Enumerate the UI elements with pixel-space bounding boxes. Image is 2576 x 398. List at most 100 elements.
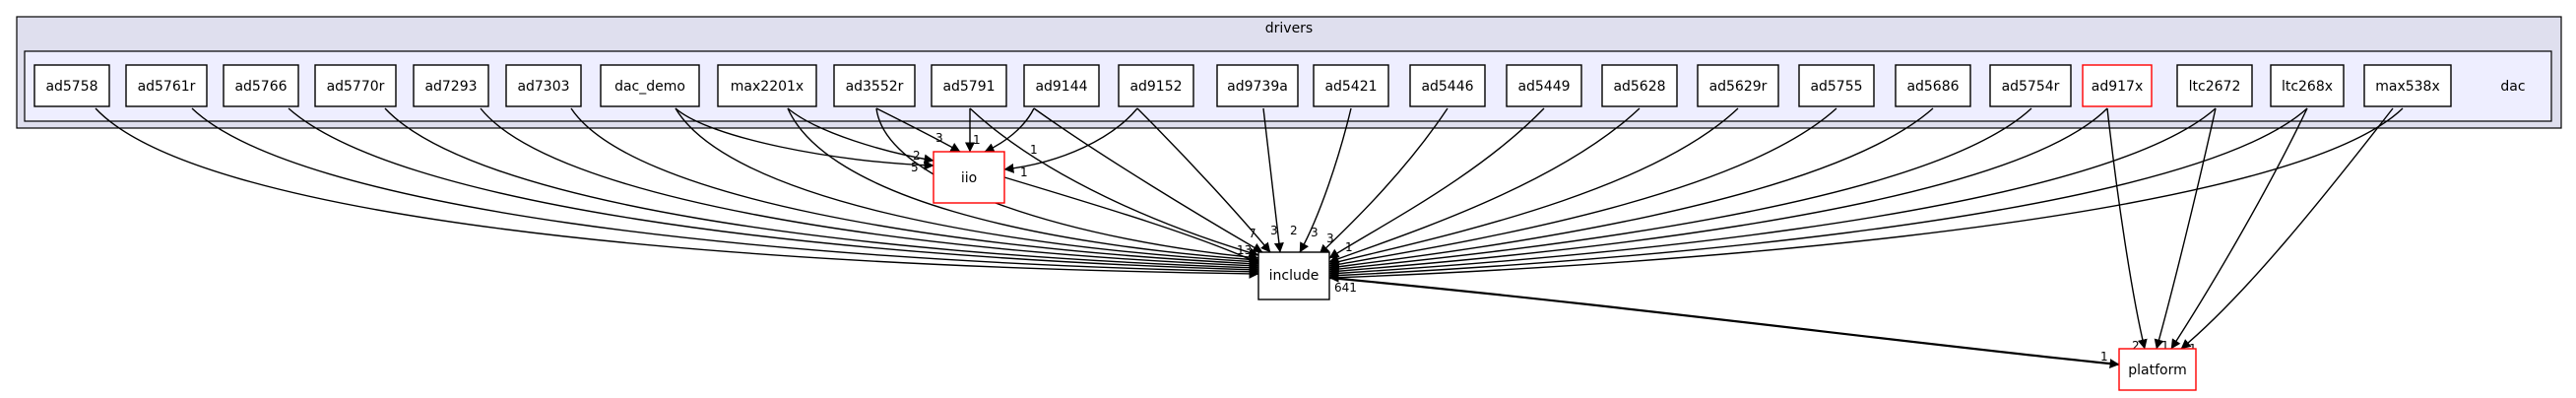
node-ad5686[interactable]: ad5686 xyxy=(1895,64,1971,107)
edge-ad5421-include xyxy=(1299,107,1352,253)
node-dac_demo[interactable]: dac_demo xyxy=(600,64,700,107)
edge-max538x-platform xyxy=(2180,107,2394,350)
edge-ltc268x-include xyxy=(1328,107,2308,281)
edge-label-dac_demo-iio: 5 xyxy=(911,161,919,174)
cluster-drivers-label: drivers xyxy=(1265,21,1313,36)
edge-ad5770r-include xyxy=(384,107,1259,273)
edge-label-ad9144-iio: 1 xyxy=(1030,143,1038,157)
node-label-ad5754r: ad5754r xyxy=(2002,79,2060,95)
edge-label-ad9739a-include: 2 xyxy=(1290,224,1298,237)
node-label-ad5446: ad5446 xyxy=(1421,79,1473,95)
edge-max2201x-include xyxy=(787,107,1259,265)
edge-ad5755-include xyxy=(1328,107,1837,270)
edge-ltc2672-platform xyxy=(2154,107,2217,350)
edge-ltc2672-include xyxy=(1328,107,2217,279)
edge-label-ad917x-platform: 2 xyxy=(2132,339,2140,353)
node-ad7303[interactable]: ad7303 xyxy=(505,64,582,107)
edge-dac_demo-iio xyxy=(675,107,934,170)
node-label-include: include xyxy=(1269,268,1320,284)
node-ad5791[interactable]: ad5791 xyxy=(931,64,1007,107)
node-label-ad5766: ad5766 xyxy=(234,79,287,95)
node-label-platform: platform xyxy=(2128,363,2187,378)
node-include[interactable]: include xyxy=(1257,251,1330,300)
edge-ad5629r-include xyxy=(1328,107,1739,267)
node-ad917x[interactable]: ad917x xyxy=(2082,64,2153,107)
node-label-ad7293: ad7293 xyxy=(424,79,477,95)
edge-label-include-platform-tail: 641 xyxy=(1334,281,1357,295)
node-platform[interactable]: platform xyxy=(2118,348,2197,391)
edge-ad5686-include xyxy=(1328,107,1934,272)
nodes: ad5758 ad5761r ad5766 ad5770r ad7293 ad7… xyxy=(33,64,2452,391)
node-ad5629r[interactable]: ad5629r xyxy=(1697,64,1779,107)
edge-label-ad9144-include: 7 xyxy=(1249,227,1256,240)
edge-ad9144-include xyxy=(1033,107,1263,253)
node-label-ad5449: ad5449 xyxy=(1517,79,1570,95)
edge-ltc268x-platform xyxy=(2170,107,2308,350)
node-ad5449[interactable]: ad5449 xyxy=(1506,64,1582,107)
node-label-max538x: max538x xyxy=(2375,79,2440,95)
node-ltc2672[interactable]: ltc2672 xyxy=(2176,64,2253,107)
edge-ad5449-include xyxy=(1328,107,1545,259)
edge-ad5761r-include xyxy=(191,107,1259,277)
edge-include-platform xyxy=(1328,276,2120,369)
edge-ad5754r-include xyxy=(1328,107,2032,274)
node-label-ad7303: ad7303 xyxy=(517,79,569,95)
node-ad9152[interactable]: ad9152 xyxy=(1118,64,1194,107)
edge-ad3552r-include xyxy=(875,107,1259,263)
node-ad5628[interactable]: ad5628 xyxy=(1601,64,1678,107)
edge-ad5758-include xyxy=(95,107,1259,279)
node-ad5758[interactable]: ad5758 xyxy=(33,64,110,107)
edge-label-left-include: 13 xyxy=(1237,243,1252,257)
edge-max538x-include xyxy=(1328,107,2404,283)
edge-label-ad5449-include: 1 xyxy=(1345,240,1353,254)
edge-label-ad5446-include: 3 xyxy=(1326,232,1334,245)
node-ad5766[interactable]: ad5766 xyxy=(223,64,299,107)
node-ad3552r[interactable]: ad3552r xyxy=(833,64,916,107)
edge-ad7303-include xyxy=(570,107,1259,269)
node-max538x[interactable]: max538x xyxy=(2363,64,2452,107)
edge-label-ad9152-iio: 1 xyxy=(1020,166,1028,179)
edge-ad5628-include xyxy=(1328,107,1641,264)
edge-max2201x-iio xyxy=(787,107,934,165)
node-label-ad5421: ad5421 xyxy=(1324,79,1377,95)
node-ad5421[interactable]: ad5421 xyxy=(1313,64,1389,107)
node-label-ad3552r: ad3552r xyxy=(846,79,904,95)
node-ad5761r[interactable]: ad5761r xyxy=(125,64,208,107)
edge-ad9152-iio xyxy=(1003,107,1138,173)
node-label-ad5628: ad5628 xyxy=(1613,79,1665,95)
node-label-ltc268x: ltc268x xyxy=(2282,79,2333,95)
node-ad5755[interactable]: ad5755 xyxy=(1798,64,1875,107)
node-ltc268x[interactable]: ltc268x xyxy=(2270,64,2345,107)
edge-label-ad9152-include: 3 xyxy=(1270,224,1278,237)
edge-ad9152-include xyxy=(1136,107,1271,253)
node-label-ad5761r: ad5761r xyxy=(138,79,196,95)
cluster-dac-label: dac xyxy=(2500,79,2525,95)
node-label-ad5758: ad5758 xyxy=(45,79,97,95)
edges xyxy=(95,107,2404,369)
edge-ad9144-iio xyxy=(984,107,1035,153)
node-ad5754r[interactable]: ad5754r xyxy=(1989,64,2072,107)
node-label-dac_demo: dac_demo xyxy=(614,79,685,95)
node-ad7293[interactable]: ad7293 xyxy=(413,64,489,107)
node-iio[interactable]: iio xyxy=(933,151,1005,204)
edge-label-ad5791-iio: 1 xyxy=(973,133,981,147)
edge-ad5791-include xyxy=(969,107,1259,258)
edge-labels: 2 5 3 1 1 1 13 7 3 2 3 3 1 641 1 2 1 1 xyxy=(911,131,2197,364)
edge-label-include-platform-head: 1 xyxy=(2100,350,2108,364)
edge-label-ad5421-include: 3 xyxy=(1311,226,1319,239)
node-ad5446[interactable]: ad5446 xyxy=(1409,64,1486,107)
node-label-iio: iio xyxy=(961,170,977,186)
node-label-ad917x: ad917x xyxy=(2092,79,2143,95)
edge-dac_demo-include xyxy=(675,107,1259,267)
edge-label-ltc2672-platform: 1 xyxy=(2161,339,2169,353)
node-ad9144[interactable]: ad9144 xyxy=(1023,64,1100,107)
node-ad9739a[interactable]: ad9739a xyxy=(1216,64,1299,107)
node-label-ad9739a: ad9739a xyxy=(1227,79,1288,95)
node-max2201x[interactable]: max2201x xyxy=(717,64,817,107)
node-label-ad5791: ad5791 xyxy=(942,79,995,95)
node-ad5770r[interactable]: ad5770r xyxy=(314,64,397,107)
edge-ad5446-include xyxy=(1319,107,1449,255)
node-label-ltc2672: ltc2672 xyxy=(2189,79,2241,95)
edge-ad5766-include xyxy=(288,107,1259,275)
